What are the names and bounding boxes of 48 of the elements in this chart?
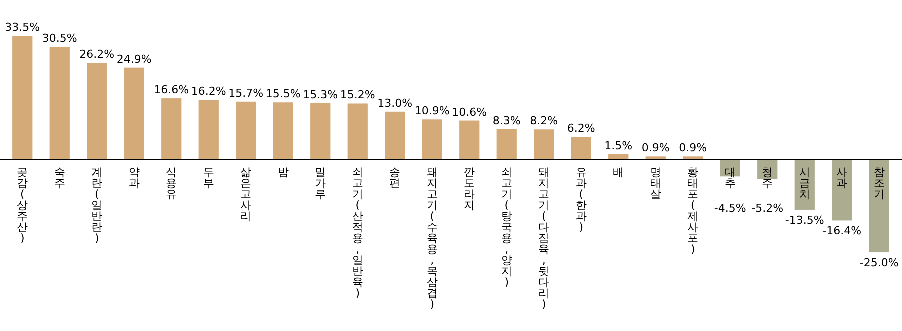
x-tick-label: 송편 xyxy=(388,166,402,190)
x-tick-label: 삶은고사리 xyxy=(240,166,253,223)
x-tick-label: 대추 xyxy=(724,166,737,190)
data-label: 13.0% xyxy=(378,96,413,110)
category-label: 쇠고기(탕국용,양지) xyxy=(501,166,512,289)
data-label: 30.5% xyxy=(42,32,78,46)
x-tick-label: 식용유 xyxy=(165,166,178,201)
x-tick-label: 계란(일반란) xyxy=(90,166,104,245)
x-tick-label: 사과 xyxy=(836,166,849,190)
data-label: 33.5% xyxy=(5,21,40,34)
data-label: -25.0% xyxy=(860,256,899,270)
data-label: 8.3% xyxy=(492,114,521,128)
data-label: 0.9% xyxy=(642,142,670,155)
x-tick-label: 배 xyxy=(612,166,626,179)
x-tick-label: 밤 xyxy=(276,166,290,179)
x-tick-label: 황태포(제사포) xyxy=(686,166,700,256)
x-tick-label: 밀가루 xyxy=(314,166,328,201)
data-label: 15.3% xyxy=(303,88,338,102)
x-tick-label: 약과 xyxy=(128,166,141,190)
data-label: 0.9% xyxy=(679,142,708,155)
x-tick-label: 시금치 xyxy=(798,166,812,201)
x-tick-label: 명태살 xyxy=(649,166,662,201)
data-label: 16.6% xyxy=(154,84,190,97)
data-label: 10.6% xyxy=(452,106,488,119)
category-label: 쇠고기(산적용,일반육) xyxy=(352,166,364,300)
x-tick-label: 두부 xyxy=(202,166,216,190)
data-label: 26.2% xyxy=(80,48,115,62)
data-label: 15.5% xyxy=(266,88,301,101)
x-tick-label: 참조기 xyxy=(872,166,886,201)
data-label: -4.5% xyxy=(714,202,746,215)
x-tick-label: 깐도라지 xyxy=(463,166,476,212)
x-tick-label: 청주 xyxy=(761,166,774,190)
x-tick-label: 유과(한과) xyxy=(574,166,588,234)
data-label: 8.2% xyxy=(530,114,558,128)
data-label: 15.2% xyxy=(340,88,376,102)
data-label: -5.2% xyxy=(752,202,784,215)
category-label: 돼지고기(수육용,목삼겹) xyxy=(426,166,438,311)
x-tick-label: 곶감(상주산) xyxy=(16,166,30,245)
data-label: -16.4% xyxy=(822,224,862,238)
data-label: 1.5% xyxy=(604,139,633,152)
data-label: 10.9% xyxy=(414,104,450,118)
data-label: -13.5% xyxy=(785,214,824,227)
data-label: 16.2% xyxy=(191,85,226,98)
data-label: 24.9% xyxy=(116,52,152,66)
data-label: 15.7% xyxy=(228,86,264,100)
category-label: 돼지고기(다짐육,뒷다리) xyxy=(538,166,550,311)
data-label: 6.2% xyxy=(567,122,596,136)
x-tick-label: 숙주 xyxy=(53,166,66,190)
